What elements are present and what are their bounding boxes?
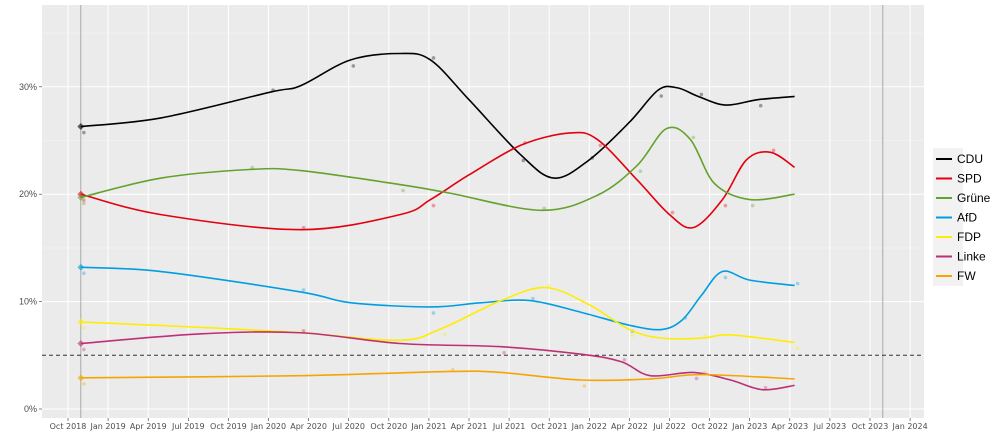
- x-tick-label: Apr 2021: [451, 422, 488, 431]
- poll-point: [771, 148, 776, 153]
- poll-point: [630, 333, 635, 338]
- poll-point: [723, 275, 728, 280]
- legend-label: FW: [957, 269, 976, 283]
- poll-point: [795, 346, 800, 351]
- start-marker: [77, 193, 85, 201]
- x-tick-label: Jan 2019: [89, 422, 125, 431]
- poll-point: [82, 130, 86, 135]
- x-tick-label: Jul 2023: [813, 422, 847, 431]
- poll-point: [622, 357, 627, 362]
- x-tick-label: Jan 2020: [250, 422, 286, 431]
- x-tick-label: Jan 2023: [731, 422, 767, 431]
- start-marker: [77, 339, 85, 347]
- y-tick-label: 20%: [19, 189, 37, 199]
- x-tick-label: Jan 2024: [891, 422, 927, 431]
- x-tick-label: Jul 2022: [652, 422, 686, 431]
- series-fw: [77, 367, 795, 388]
- poll-point: [431, 311, 436, 315]
- poll-point: [450, 367, 455, 372]
- y-tick-label: 10%: [19, 297, 37, 307]
- poll-point: [598, 143, 603, 148]
- poll-point: [401, 188, 405, 193]
- x-tick-label: Oct 2023: [852, 422, 889, 431]
- poll-point: [691, 135, 696, 140]
- start-marker: [77, 263, 85, 271]
- poll-point: [723, 203, 728, 208]
- y-tick-label: 0%: [24, 404, 37, 414]
- poll-point: [301, 328, 306, 333]
- series-linke: [77, 328, 795, 391]
- poll-point: [547, 283, 551, 288]
- poll-point: [582, 384, 587, 388]
- poll-point: [431, 203, 436, 208]
- poll-point: [638, 169, 643, 174]
- plot-background: [42, 5, 924, 418]
- start-marker: [77, 123, 85, 131]
- poll-point: [521, 158, 526, 163]
- poll-point: [750, 203, 755, 208]
- trend-line-linke: [80, 331, 795, 391]
- legend-label: FDP: [957, 230, 981, 244]
- poll-point: [82, 326, 86, 330]
- start-marker: [77, 374, 85, 382]
- x-tick-label: Apr 2020: [290, 422, 327, 431]
- x-tick-label: Apr 2019: [130, 422, 167, 431]
- y-tick-label: 30%: [19, 82, 37, 92]
- x-tick-label: Jan 2022: [571, 422, 607, 431]
- legend-label: SPD: [957, 172, 982, 186]
- poll-point: [542, 206, 546, 211]
- x-tick-label: Oct 2020: [370, 422, 407, 431]
- poll-point: [301, 225, 306, 230]
- x-tick-label: Apr 2023: [771, 422, 808, 431]
- trend-line-spd: [80, 131, 796, 231]
- x-tick-label: Jan 2021: [410, 422, 446, 431]
- poll-point: [82, 347, 86, 352]
- x-tick-label: Apr 2022: [611, 422, 648, 431]
- poll-point: [82, 271, 86, 276]
- start-marker: [77, 318, 85, 326]
- trend-line-cdu: [80, 52, 795, 179]
- poll-point: [82, 198, 86, 202]
- legend-label: Grüne: [957, 191, 991, 205]
- x-tick-label: Oct 2022: [691, 422, 728, 431]
- poll-point: [699, 92, 704, 97]
- poll-point: [351, 64, 356, 68]
- trend-line-grüne: [80, 126, 795, 212]
- x-tick-label: Jul 2021: [492, 422, 526, 431]
- poll-point: [301, 328, 306, 333]
- poll-point: [763, 385, 768, 390]
- series-cdu: [77, 52, 795, 179]
- trend-line-fw: [80, 370, 795, 382]
- trend-line-fdp: [80, 286, 795, 344]
- legend-label: AfD: [957, 211, 977, 225]
- poll-point: [82, 382, 86, 386]
- series-grüne: [77, 126, 795, 212]
- x-tick-label: Jul 2020: [331, 422, 365, 431]
- legend-label: Linke: [957, 250, 986, 264]
- poll-point: [442, 332, 447, 337]
- poll-point: [431, 56, 436, 60]
- series-afd: [77, 263, 800, 334]
- poll-point: [82, 201, 86, 206]
- x-tick-label: Oct 2019: [210, 422, 247, 431]
- poll-point: [670, 210, 675, 215]
- poll-point: [758, 103, 763, 108]
- legend: CDU SPD Grüne AfD FDP Linke FW: [933, 148, 991, 286]
- x-tick-label: Oct 2018: [50, 422, 87, 431]
- series-fdp: [77, 283, 800, 351]
- poll-point: [250, 165, 255, 170]
- x-tick-label: Oct 2021: [531, 422, 568, 431]
- poll-point: [795, 281, 800, 286]
- poll-point: [659, 94, 664, 98]
- poll-point: [301, 288, 306, 292]
- poll-point: [694, 376, 699, 381]
- poll-point: [502, 350, 506, 355]
- trend-line-afd: [80, 266, 795, 331]
- x-tick-label: Jul 2019: [171, 422, 205, 431]
- legend-label: CDU: [957, 152, 983, 166]
- poll-point: [702, 370, 707, 375]
- poll-point: [531, 296, 535, 301]
